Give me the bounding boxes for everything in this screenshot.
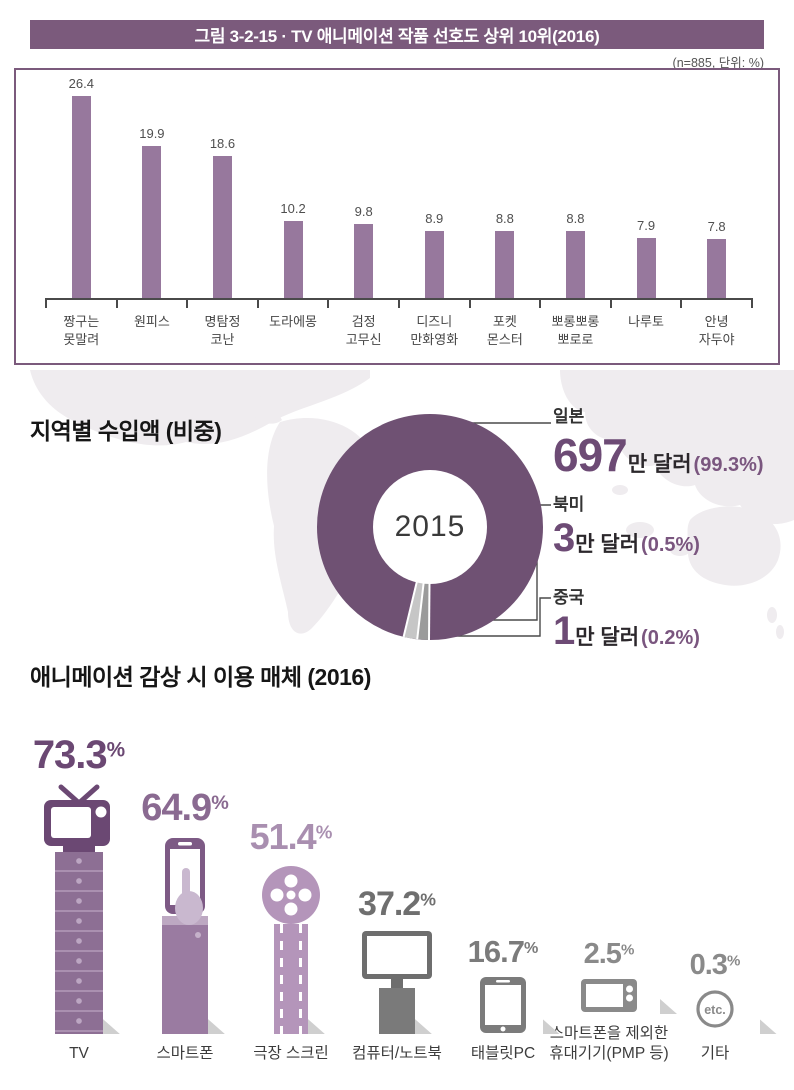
bar	[354, 224, 374, 299]
bar	[71, 96, 91, 299]
bar-cell: 7.9	[611, 218, 682, 299]
top10-bar-chart: 26.4 19.9 18.6 10.2 9.8 8.9 8.8 8.8 7.9 …	[14, 68, 780, 365]
media-heading: 애니메이션 감상 시 이용 매체 (2016)	[30, 664, 371, 690]
tv-icon	[43, 784, 110, 853]
film-reel-icon	[262, 866, 320, 925]
media-item-etc: 0.3% etc. 기타	[662, 716, 777, 1064]
x-axis	[45, 298, 753, 308]
computer-pedestal	[379, 988, 432, 1035]
smartphone-percent: 64.9%	[141, 787, 229, 830]
media-usage-section: 애니메이션 감상 시 이용 매체 (2016) 73.3% TV	[0, 658, 794, 1064]
bar	[142, 146, 162, 299]
bar	[495, 231, 515, 299]
bar-plot-area: 26.4 19.9 18.6 10.2 9.8 8.9 8.8 8.8 7.9 …	[46, 76, 752, 299]
donut-chart: 2015	[310, 407, 550, 647]
bar-cell: 8.8	[470, 211, 541, 299]
media-item-pmp: 2.5% 스마트폰을 제외한 휴대기기(PMP 등)	[549, 696, 677, 1064]
bar	[424, 231, 444, 299]
legend-north-america: 북미 3만 달러 (0.5%)	[553, 495, 700, 560]
pmp-percent: 2.5%	[583, 938, 635, 970]
media-item-computer: 37.2% 컴퓨터/노트북	[352, 885, 442, 1063]
bar-cell: 10.2	[258, 201, 329, 299]
etc-percent: 0.3%	[689, 949, 741, 982]
bar	[212, 156, 232, 299]
bar-cell: 8.8	[540, 211, 611, 299]
bar	[636, 238, 656, 299]
tv-percent: 73.3%	[32, 733, 126, 778]
tablet-percent: 16.7%	[467, 934, 539, 970]
shadow	[308, 1019, 325, 1035]
legend-japan-value: 697만 달러 (99.3%)	[553, 429, 764, 481]
shadow	[759, 1019, 777, 1035]
media-pictogram-chart: 73.3% TV 64.9%	[26, 696, 794, 1064]
donut-center-year: 2015	[394, 510, 466, 543]
bar-cell: 7.8	[681, 219, 752, 299]
legend-china: 중국 1만 달러 (0.2%)	[553, 588, 700, 653]
bar-cell: 26.4	[46, 76, 117, 299]
smartphone-pillar	[162, 916, 225, 1035]
computer-percent: 37.2%	[358, 885, 436, 924]
shadow	[415, 1019, 432, 1035]
monitor-icon	[362, 931, 432, 989]
media-item-smartphone: 64.9% 스마트폰	[141, 787, 229, 1063]
media-item-tv: 73.3% TV	[32, 733, 126, 1063]
etc-icon: etc.	[696, 990, 734, 1028]
film-strip-pillar	[274, 924, 325, 1035]
donut-svg	[317, 414, 543, 641]
legend-na-value: 3만 달러 (0.5%)	[553, 516, 700, 560]
region-heading: 지역별 수입액 (비중)	[30, 418, 222, 444]
figure-title-bar: 그림 3-2-15 · TV 애니메이션 작품 선호도 상위 10위(2016)	[30, 20, 764, 49]
shadow	[102, 1019, 120, 1035]
bar	[707, 239, 727, 299]
bar-cell: 19.9	[117, 126, 188, 299]
category-labels: 짱구는 못말려 원피스 명탐정 코난 도라에몽 검정 고무신 디즈니 만화영화 …	[63, 314, 735, 347]
pmp-device-icon	[581, 979, 637, 1012]
cinema-percent: 51.4%	[249, 816, 333, 858]
bar-cell: 8.9	[399, 211, 470, 299]
tablet-icon	[479, 977, 526, 1034]
media-item-cinema: 51.4% 극장 스크린	[249, 816, 333, 1063]
media-item-tablet: 16.7% 태블릿PC	[450, 716, 560, 1064]
legend-china-value: 1만 달러 (0.2%)	[553, 609, 700, 653]
svg-text:etc.: etc.	[704, 1003, 726, 1017]
bar-cell: 18.6	[187, 136, 258, 299]
tv-pillar	[54, 852, 120, 1035]
smartphone-icon	[165, 838, 205, 926]
shadow	[208, 1019, 225, 1035]
bar-cell: 9.8	[328, 204, 399, 299]
bar	[565, 231, 585, 299]
sample-note: (n=885, 단위: %)	[672, 56, 764, 70]
bar	[283, 221, 303, 299]
region-income-section: 지역별 수입액 (비중) 2015	[0, 370, 794, 658]
legend-japan: 일본 697만 달러 (99.3%)	[553, 407, 764, 481]
